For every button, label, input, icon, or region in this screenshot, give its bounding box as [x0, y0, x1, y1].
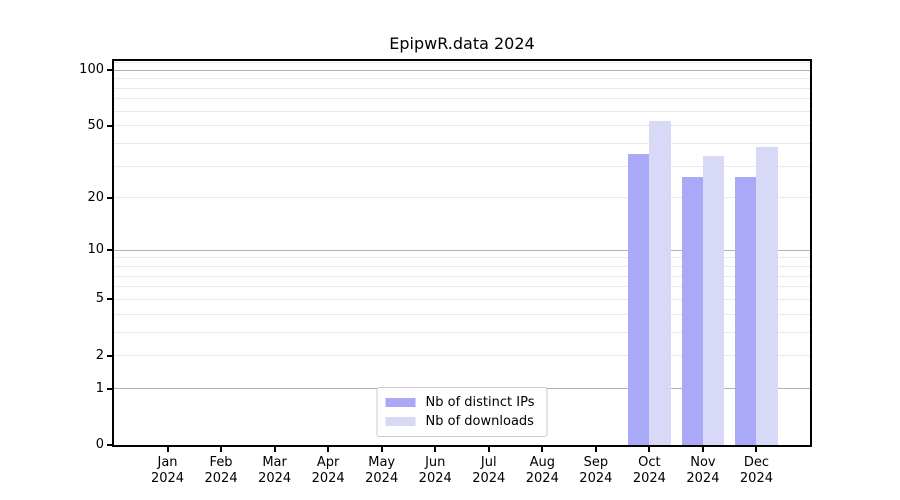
y-tick-100	[107, 69, 112, 72]
x-tick-may-2024	[380, 447, 383, 452]
bar-nb-of-distinct-ips-dec-2024	[735, 177, 757, 445]
legend-swatch-nb-of-downloads	[385, 417, 416, 426]
gridline-major-100	[114, 69, 810, 71]
y-tick-label-50: 50	[87, 117, 104, 133]
x-tick-label-feb-2024: Feb 2024	[204, 455, 238, 486]
y-tick-2	[107, 354, 112, 357]
x-tick-label-sep-2024: Sep 2024	[579, 455, 613, 486]
y-tick-label-2: 2	[95, 347, 104, 363]
x-tick-label-jan-2024: Jan 2024	[150, 455, 185, 486]
x-tick-label-aug-2024: Aug 2024	[525, 455, 559, 486]
bar-nb-of-downloads-oct-2024	[649, 120, 671, 445]
x-tick-sep-2024	[594, 447, 597, 452]
y-tick-label-100: 100	[79, 62, 104, 78]
x-tick-jun-2024	[434, 447, 437, 452]
gridline-minor-110	[114, 61, 810, 63]
gridline-minor-90	[114, 78, 810, 80]
legend-swatch-nb-of-distinct-ips	[385, 398, 416, 407]
gridline-minor-70	[114, 98, 810, 100]
y-tick-label-1: 1	[95, 380, 104, 396]
bar-nb-of-distinct-ips-nov-2024	[681, 177, 703, 445]
x-tick-label-mar-2024: Mar 2024	[258, 455, 292, 486]
y-tick-10	[107, 249, 112, 252]
x-tick-jul-2024	[487, 447, 490, 452]
x-tick-jan-2024	[166, 447, 169, 452]
x-tick-aug-2024	[541, 447, 544, 452]
x-tick-mar-2024	[273, 447, 276, 452]
gridline-minor-40	[114, 142, 810, 144]
legend-row-nb-of-downloads: Nb of downloads	[385, 412, 535, 431]
gridline-minor-80	[114, 87, 810, 89]
x-tick-label-dec-2024: Dec 2024	[739, 455, 773, 486]
y-tick-0	[107, 444, 112, 446]
y-tick-50	[107, 124, 112, 127]
y-tick-20	[107, 196, 112, 199]
y-tick-label-5: 5	[95, 291, 104, 307]
x-tick-nov-2024	[701, 447, 704, 452]
bar-nb-of-downloads-dec-2024	[756, 147, 778, 445]
gridline-minor-50	[114, 125, 810, 127]
y-tick-5	[107, 298, 112, 301]
y-tick-label-20: 20	[87, 189, 104, 205]
legend-row-nb-of-distinct-ips: Nb of distinct IPs	[385, 393, 535, 412]
bar-nb-of-downloads-nov-2024	[702, 156, 725, 445]
plot-area: 100 50 20 10 5 2 1 0 Jan 2024 Feb 2024 Mar 2024 Apr…	[79, 59, 812, 486]
legend: Nb of distinct IPs Nb of downloads	[376, 387, 548, 437]
x-tick-label-apr-2024: Apr 2024	[311, 455, 345, 486]
y-tick-label-10: 10	[87, 242, 104, 258]
x-tick-label-nov-2024: Nov 2024	[686, 455, 720, 486]
gridline-minor-60	[114, 110, 810, 112]
x-tick-label-jul-2024: Jul 2024	[472, 455, 506, 486]
bar-nb-of-distinct-ips-oct-2024	[627, 153, 650, 445]
legend-label-nb-of-downloads: Nb of downloads	[425, 414, 534, 429]
x-tick-label-jun-2024: Jun 2024	[418, 455, 452, 486]
x-tick-label-may-2024: May 2024	[365, 455, 399, 486]
y-tick-1	[107, 387, 112, 390]
x-tick-label-oct-2024: Oct 2024	[632, 455, 666, 486]
chart-title: EpipwR.data 2024	[389, 34, 535, 53]
y-tick-label-0: 0	[95, 437, 104, 452]
x-tick-feb-2024	[220, 447, 223, 452]
legend-label-nb-of-distinct-ips: Nb of distinct IPs	[425, 395, 535, 410]
x-tick-dec-2024	[755, 447, 758, 452]
x-tick-oct-2024	[648, 447, 651, 452]
x-tick-apr-2024	[327, 447, 330, 452]
